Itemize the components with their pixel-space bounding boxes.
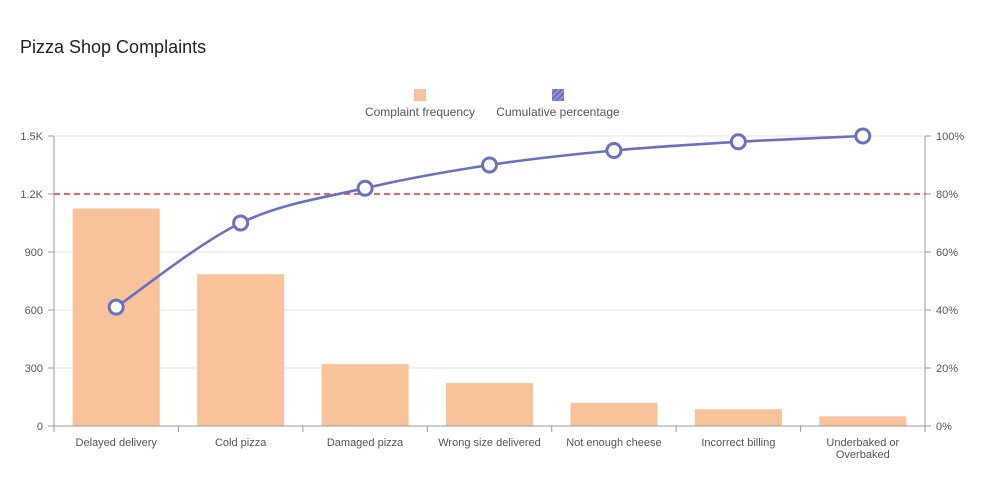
- y-left-tick-label: 1.2K: [20, 189, 43, 201]
- legend-swatch-line: [552, 89, 564, 101]
- legend-item-line[interactable]: Cumulative percentage: [496, 89, 620, 119]
- bar[interactable]: [321, 364, 409, 426]
- bar[interactable]: [694, 409, 782, 426]
- y-right-tick-label: 20%: [936, 363, 958, 375]
- bar[interactable]: [819, 416, 907, 426]
- x-tick-label: Delayed delivery: [76, 437, 158, 449]
- x-tick-label: Cold pizza: [215, 437, 267, 449]
- line-point[interactable]: [356, 179, 374, 197]
- line-point[interactable]: [729, 133, 747, 151]
- x-axis: Delayed delivery Cold pizza Damaged pizza W…: [53, 425, 926, 461]
- line-point[interactable]: [854, 127, 872, 145]
- y-axis-left: 0 300 600 900 1.2K 1.5K: [20, 131, 55, 433]
- legend-label-line: Cumulative percentage: [496, 105, 620, 119]
- x-tick-label: Underbaked or Overbaked: [826, 437, 899, 461]
- legend-item-bar[interactable]: Complaint frequency: [365, 89, 475, 119]
- y-left-tick-label: 600: [25, 305, 43, 317]
- bar[interactable]: [72, 208, 160, 427]
- chart-title: Pizza Shop Complaints: [20, 37, 206, 57]
- y-left-tick-label: 1.5K: [20, 131, 43, 143]
- line-point[interactable]: [481, 156, 498, 174]
- bar[interactable]: [570, 402, 658, 426]
- x-tick-label: Incorrect billing: [701, 437, 775, 449]
- y-axis-right: 0% 20% 40% 60% 80% 100%: [924, 131, 964, 433]
- y-left-tick-label: 900: [25, 247, 43, 259]
- bar[interactable]: [445, 383, 534, 426]
- bar[interactable]: [197, 274, 285, 426]
- x-tick-label: Damaged pizza: [327, 437, 404, 449]
- legend-swatch-bar: [414, 89, 426, 101]
- line-point[interactable]: [107, 298, 125, 316]
- x-tick-label: Not enough cheese: [566, 437, 661, 449]
- line-point[interactable]: [232, 214, 250, 232]
- y-right-tick-label: 60%: [936, 247, 958, 259]
- line-point[interactable]: [605, 142, 623, 159]
- bars: [72, 208, 907, 427]
- y-right-tick-label: 80%: [936, 189, 958, 201]
- y-left-tick-label: 0: [37, 421, 43, 433]
- legend: Complaint frequency Cumulative percentag…: [365, 89, 620, 119]
- y-right-tick-label: 100%: [936, 131, 964, 143]
- y-right-tick-label: 0%: [936, 421, 952, 433]
- y-right-tick-label: 40%: [936, 305, 958, 317]
- cumulative-line: [107, 127, 872, 316]
- y-left-tick-label: 300: [25, 363, 43, 375]
- grid: [54, 135, 925, 427]
- legend-label-bar: Complaint frequency: [365, 105, 475, 119]
- x-tick-label: Wrong size delivered: [438, 437, 541, 449]
